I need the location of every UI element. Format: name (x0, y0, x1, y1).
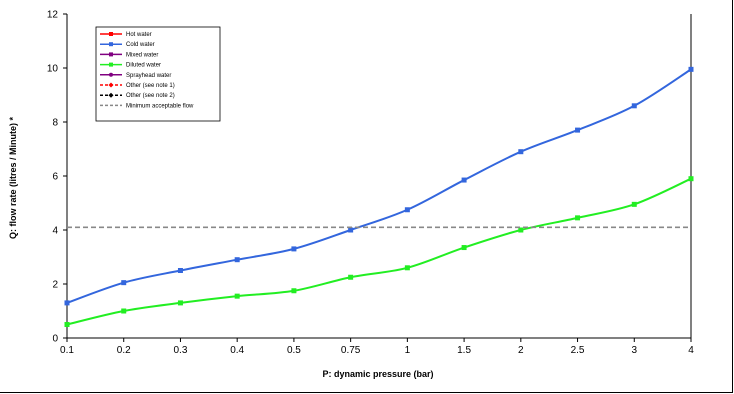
diluted-water-point (631, 201, 637, 207)
x-tick-label: 1 (405, 345, 411, 356)
x-tick-label: 0.5 (287, 345, 301, 356)
legend-label: Diluted water (126, 63, 161, 69)
y-tick-label: 6 (52, 172, 58, 183)
diluted-water-point (64, 322, 70, 327)
series-lines (64, 66, 694, 327)
cold-water-point (64, 300, 70, 306)
diluted-water-point (121, 308, 127, 314)
legend-label: Sprayhead water (126, 73, 171, 79)
cold-water-point (291, 246, 297, 252)
axis-ticks: 0 2 4 6 8 10 12 0.1 0.2 0.3 0.4 0.5 0.75 1 1.5 2 2.5 3 4 (47, 10, 694, 357)
diluted-water-point (518, 227, 524, 233)
cold-water-point (234, 257, 240, 263)
cold-water-point (177, 268, 183, 273)
diluted-water-point (575, 215, 581, 221)
cold-water-point (404, 207, 410, 213)
legend-label: Hot water (126, 32, 152, 38)
x-tick-label: 0.4 (230, 345, 244, 356)
legend-swatch-marker (109, 32, 113, 36)
cold-water-point (575, 127, 581, 133)
y-tick-label: 0 (52, 334, 58, 345)
cold-water-point (348, 227, 354, 233)
diluted-water-point (404, 265, 410, 271)
diluted-water-line (66, 177, 692, 326)
x-tick-label: 1.5 (457, 345, 471, 356)
x-tick-label: 0.1 (60, 345, 74, 356)
cold-water-point (518, 149, 524, 155)
diluted-water-point (461, 245, 467, 251)
legend-swatch-marker (109, 72, 113, 77)
legend-label: Other (see note 2) (126, 93, 175, 99)
legend-label: Mixed water (126, 52, 158, 58)
x-tick-label: 3 (631, 345, 637, 356)
legend-swatch-marker (109, 42, 113, 47)
x-tick-label: 0.3 (174, 345, 188, 356)
legend-swatch-marker (109, 62, 113, 67)
diluted-water-point (348, 274, 354, 280)
legend-swatch-marker (109, 52, 113, 57)
y-tick-label: 4 (52, 226, 58, 237)
legend-label: Cold water (126, 42, 155, 48)
x-axis-title: P: dynamic pressure (bar) (322, 369, 433, 379)
cold-water-point (121, 280, 127, 286)
x-tick-label: 0.2 (117, 345, 131, 356)
y-axis-title: Q: flow rate (litres / Minute) * (8, 117, 18, 240)
y-tick-label: 2 (52, 280, 58, 291)
x-tick-label: 2.5 (571, 345, 585, 356)
cold-water-point (461, 177, 467, 183)
y-tick-label: 8 (52, 118, 58, 129)
diluted-water-point (291, 288, 297, 294)
cold-water-point (631, 103, 637, 109)
legend: Hot water Cold water Mixed water Diluted wa… (95, 26, 221, 122)
x-tick-label: 0.75 (341, 345, 361, 356)
legend-label: Other (see note 1) (126, 83, 175, 89)
x-tick-label: 4 (688, 345, 694, 356)
diluted-water-point (234, 293, 240, 299)
x-tick-label: 2 (518, 345, 524, 356)
diluted-water-point (688, 176, 694, 182)
diluted-water-point (177, 300, 183, 306)
y-tick-label: 10 (47, 64, 59, 75)
legend-swatch-marker (108, 92, 114, 98)
y-tick-label: 12 (47, 10, 59, 21)
cold-water-point (688, 66, 694, 72)
legend-swatch-marker (108, 82, 114, 88)
legend-label: Minimum acceptable flow (126, 103, 194, 109)
